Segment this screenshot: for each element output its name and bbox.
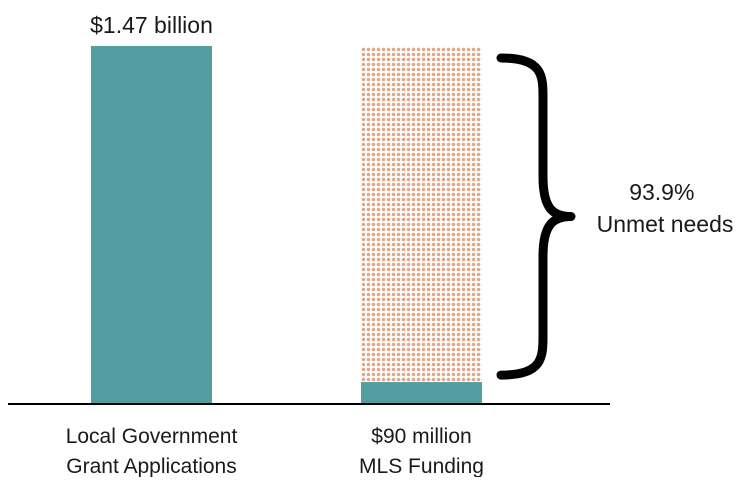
category-label-0-line-1: Grant Applications [66, 455, 236, 477]
category-label-1-line-1: MLS Funding [359, 455, 484, 477]
bar-0 [91, 46, 212, 404]
unmet-needs-brace [496, 53, 576, 380]
category-label-0-line-0: Local Government [66, 425, 238, 448]
category-labels: $1.47 billion Local Government Grant Appli… [66, 12, 484, 478]
unmet-needs-dotted-area [361, 46, 482, 383]
unmet-needs-annotation: 93.9% Unmet needs [597, 179, 734, 237]
annotation-caption: Unmet needs [597, 211, 734, 237]
annotation-percent: 93.9% [629, 179, 694, 205]
bar-1 [361, 382, 482, 404]
category-label-1-line-0: $90 million [371, 425, 471, 448]
bar-value-label-0: $1.47 billion [90, 12, 213, 38]
bars-layer [91, 46, 482, 404]
